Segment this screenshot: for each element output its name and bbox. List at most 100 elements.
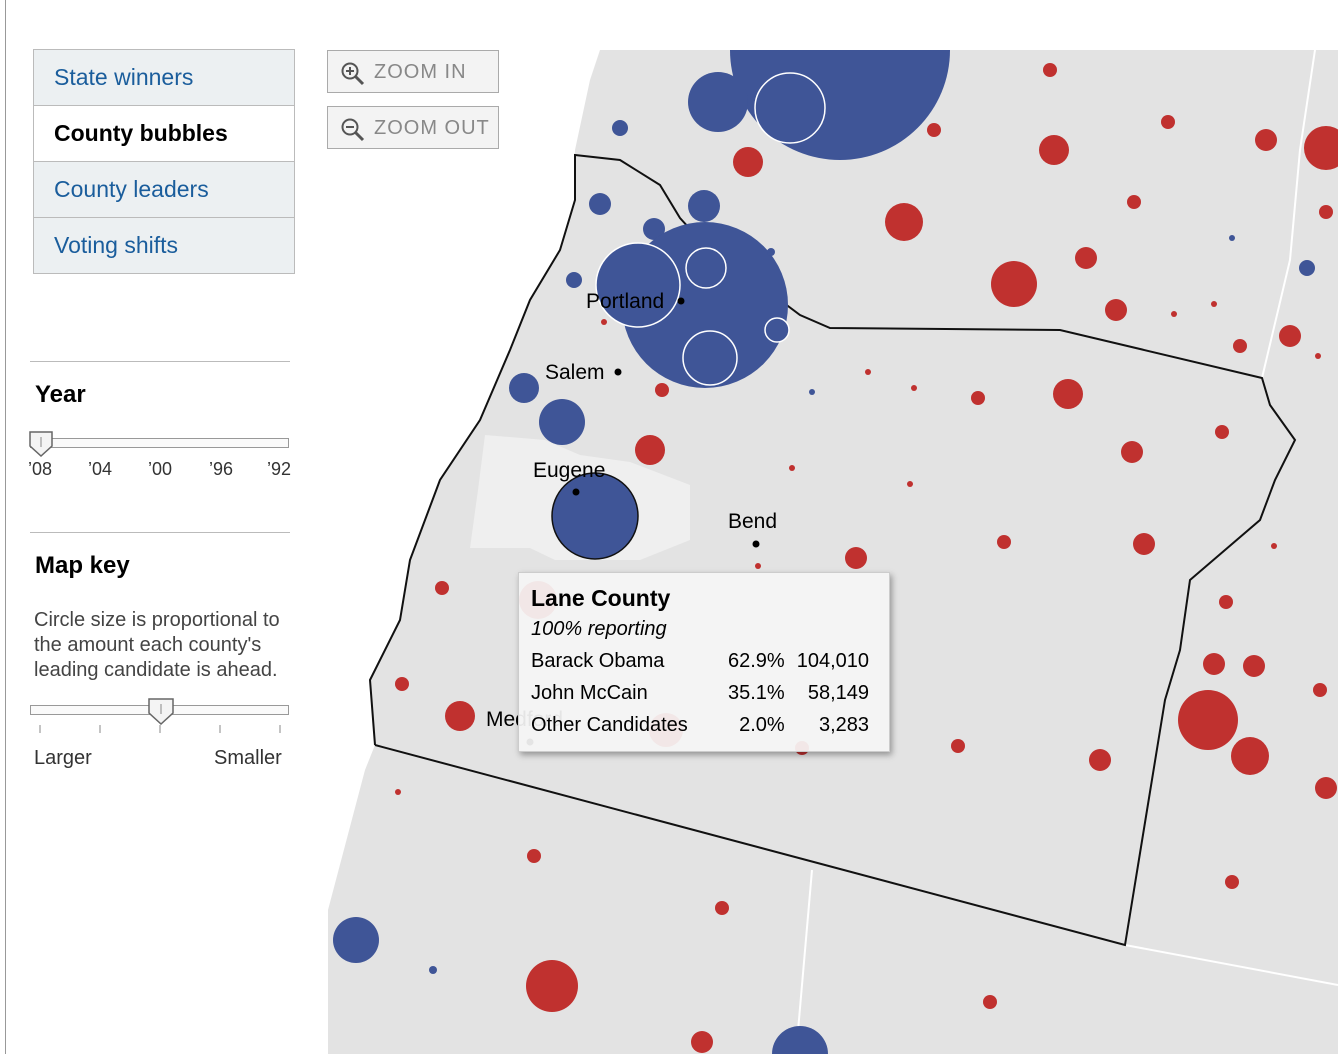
county-bubble-rep bbox=[991, 261, 1037, 307]
county-bubble-dem bbox=[429, 966, 437, 974]
county-bubble-rep bbox=[951, 739, 965, 753]
tooltip-subtitle: 100% reporting bbox=[531, 618, 667, 640]
county-bubble-rep bbox=[527, 849, 541, 863]
county-bubble-dem bbox=[566, 272, 582, 288]
county-bubble-rep bbox=[1243, 655, 1265, 677]
year-title: Year bbox=[35, 381, 86, 408]
tooltip-cell: 2.0% bbox=[739, 713, 785, 736]
county-bubble-rep bbox=[983, 995, 997, 1009]
county-bubble-dem bbox=[333, 917, 379, 963]
tab-active[interactable]: County bubbles bbox=[34, 105, 294, 161]
county-bubble-rep bbox=[635, 435, 665, 465]
county-bubble-rep bbox=[1203, 653, 1225, 675]
county-bubble-rep bbox=[655, 383, 669, 397]
city-label: Eugene bbox=[533, 459, 605, 482]
county-bubble-rep bbox=[1315, 777, 1337, 799]
city-dot bbox=[614, 368, 622, 376]
year-tick: ’04 bbox=[88, 459, 113, 479]
zoom-out-label: ZOOM OUT bbox=[374, 117, 490, 139]
county-bubble-dem bbox=[809, 389, 815, 395]
zoom-in-icon bbox=[341, 62, 365, 86]
year-tick: ’92 bbox=[267, 459, 292, 479]
county-bubble-rep bbox=[526, 960, 578, 1012]
county-bubble-dem bbox=[1299, 260, 1315, 276]
year-tick: ’00 bbox=[148, 459, 173, 479]
tooltip-cell: 62.9% bbox=[728, 649, 785, 672]
size-max-label: Smaller bbox=[214, 747, 282, 769]
county-bubble-dem bbox=[595, 242, 681, 328]
county-bubble-dem bbox=[509, 373, 539, 403]
state-border bbox=[1124, 944, 1338, 986]
county-bubble-dem bbox=[688, 190, 720, 222]
tab[interactable]: County leaders bbox=[34, 161, 294, 217]
county-bubble-rep bbox=[395, 789, 401, 795]
county-bubble-rep bbox=[1105, 299, 1127, 321]
county-bubble-rep bbox=[1133, 533, 1155, 555]
zoom-in-label: ZOOM IN bbox=[374, 61, 467, 83]
tab[interactable]: State winners bbox=[34, 50, 294, 105]
city-dot bbox=[572, 488, 580, 496]
map-key-line: Circle size is proportional to bbox=[34, 609, 280, 631]
map-key-title: Map key bbox=[35, 552, 130, 579]
tooltip: Lane County 100% reporting Barack Obama 6… bbox=[518, 572, 890, 752]
county-bubble-rep bbox=[755, 563, 761, 569]
zoom-out-button[interactable]: ZOOM OUT bbox=[327, 106, 499, 149]
county-bubble-rep bbox=[1075, 247, 1097, 269]
county-bubble-rep bbox=[1304, 126, 1338, 170]
county-bubble-dem bbox=[612, 120, 628, 136]
tooltip-row: Barack Obama 62.9% 104,010 bbox=[531, 645, 869, 677]
county-bubble-rep bbox=[907, 481, 913, 487]
tab-list: State winners County bubbles County lead… bbox=[33, 49, 295, 274]
zoom-in-button[interactable]: ZOOM IN bbox=[327, 50, 499, 93]
county-bubble-rep bbox=[1053, 379, 1083, 409]
county-bubble-rep bbox=[445, 701, 475, 731]
county-bubble-dem bbox=[1229, 235, 1235, 241]
tooltip-row: Other Candidates 2.0% 3,283 bbox=[531, 709, 869, 741]
county-bubble-dem bbox=[688, 72, 748, 132]
map-key-line: leading candidate is ahead. bbox=[34, 659, 278, 681]
county-bubble-rep bbox=[395, 677, 409, 691]
county-bubble-rep bbox=[1127, 195, 1141, 209]
county-bubble-rep bbox=[911, 385, 917, 391]
city-label: Salem bbox=[545, 361, 605, 384]
county-bubble-rep bbox=[435, 581, 449, 595]
county-bubble-dem bbox=[539, 399, 585, 445]
divider bbox=[30, 361, 290, 362]
divider bbox=[30, 532, 290, 533]
tab[interactable]: Voting shifts bbox=[34, 217, 294, 273]
city-label: Bend bbox=[728, 510, 777, 533]
county-bubble-dem bbox=[754, 72, 826, 144]
county-bubble-rep bbox=[1161, 115, 1175, 129]
county-bubble-rep bbox=[1215, 425, 1229, 439]
county-bubble-rep bbox=[733, 147, 763, 177]
county-bubble-rep bbox=[865, 369, 871, 375]
county-bubble-rep bbox=[971, 391, 985, 405]
county-bubble-rep bbox=[601, 319, 607, 325]
county-bubble-rep bbox=[1279, 325, 1301, 347]
year-handle[interactable] bbox=[28, 430, 56, 460]
county-bubble-dem bbox=[643, 218, 665, 240]
county-bubble-rep bbox=[789, 465, 795, 471]
county-bubble-rep bbox=[1255, 129, 1277, 151]
county-bubble-rep bbox=[1319, 205, 1333, 219]
panel-edge bbox=[5, 0, 6, 1054]
state-border bbox=[1261, 50, 1316, 379]
tooltip-cell: 58,149 bbox=[807, 681, 870, 704]
county-bubble-rep bbox=[1313, 683, 1327, 697]
county-bubble-rep bbox=[1171, 311, 1177, 317]
county-bubble-rep bbox=[885, 203, 923, 241]
county-bubble-dem bbox=[767, 248, 775, 256]
year-tick: ’08 bbox=[28, 459, 53, 479]
year-slider[interactable] bbox=[30, 438, 289, 448]
county-bubble-rep bbox=[1233, 339, 1247, 353]
city-dot bbox=[677, 297, 685, 305]
county-bubble-dem bbox=[772, 1026, 828, 1054]
county-bubble-rep bbox=[1121, 441, 1143, 463]
county-bubble-selected bbox=[551, 472, 639, 560]
county-bubble-rep bbox=[1219, 595, 1233, 609]
county-bubble-dem bbox=[682, 330, 738, 386]
size-min-label: Larger bbox=[34, 747, 92, 769]
county-bubble-rep bbox=[715, 901, 729, 915]
map-key-text: Circle size is proportional to the amoun… bbox=[34, 608, 280, 683]
county-bubble-rep bbox=[845, 547, 867, 569]
